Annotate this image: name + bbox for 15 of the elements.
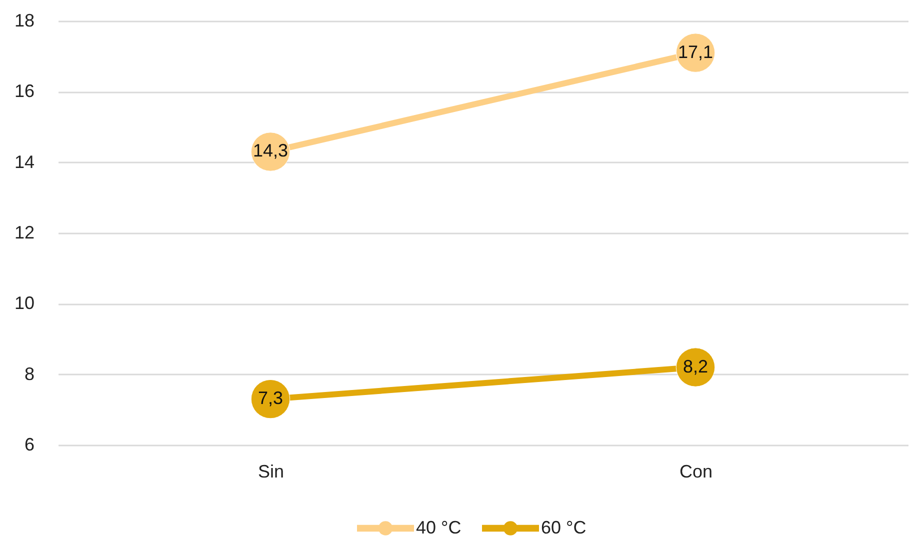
legend-label: 40 °C	[416, 517, 462, 538]
legend-label: 60 °C	[541, 517, 586, 538]
data-label: 14,3	[252, 140, 288, 161]
x-tick-label: Con	[679, 462, 713, 482]
y-tick-label: 14	[14, 152, 34, 172]
y-tick-label: 16	[14, 81, 34, 102]
y-tick-label: 6	[24, 434, 34, 454]
x-tick-label: Sin	[258, 462, 284, 482]
y-tick-label: 12	[14, 222, 34, 242]
y-tick-label: 18	[14, 10, 34, 30]
data-label: 17,1	[678, 42, 714, 62]
y-tick-label: 8	[24, 364, 34, 384]
data-label: 8,2	[682, 356, 708, 376]
y-tick-label: 10	[14, 293, 34, 314]
data-label: 7,3	[258, 388, 284, 408]
